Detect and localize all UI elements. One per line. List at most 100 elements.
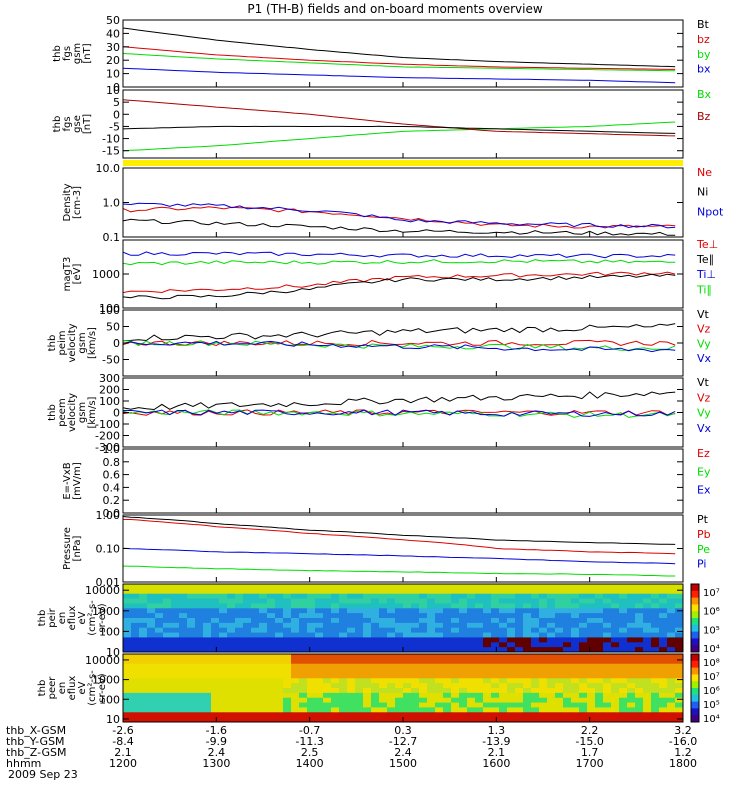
spectrogram-cell (635, 647, 644, 653)
spectrogram-cell (291, 642, 300, 648)
spectrogram-cell (411, 627, 420, 633)
spectrogram-cell (443, 702, 452, 708)
spectrogram-cell (219, 654, 228, 660)
spectrogram-cell (627, 627, 636, 633)
spectrogram-cell (443, 642, 452, 648)
spectrogram-cell (291, 697, 300, 703)
spectrogram-cell (339, 622, 348, 629)
spectrogram-cell (307, 692, 316, 699)
spectrogram-cell (227, 707, 236, 713)
spectrogram-cell (283, 668, 292, 674)
spectrogram-cell (147, 702, 156, 708)
spectrogram-cell (507, 588, 516, 595)
spectrogram-cell (283, 608, 292, 614)
spectrogram-cell (155, 593, 164, 599)
spectrogram-cell (467, 673, 476, 679)
spectrogram-cell (171, 658, 180, 665)
spectrogram-cell (515, 683, 524, 689)
spectrogram-cell (123, 598, 132, 604)
spectrogram-cell (523, 654, 532, 660)
spectrogram-cell (435, 588, 444, 595)
spectrogram-cell (667, 697, 676, 703)
spectrogram-cell (651, 622, 660, 629)
y-tick-label: 1.0 (103, 443, 121, 456)
spectrogram-cell (403, 697, 412, 703)
spectrogram-cell (651, 598, 660, 604)
spectrogram-cell (131, 697, 140, 703)
figure-title: P1 (TH-B) fields and on-board moments ov… (247, 2, 543, 16)
spectrogram-cell (667, 702, 676, 708)
spectrogram-cell (235, 647, 244, 653)
spectrogram-cell (131, 637, 140, 643)
spectrogram-cell (475, 647, 484, 653)
spectrogram-cell (563, 622, 572, 629)
spectrogram-cell (483, 608, 492, 614)
spectrogram-cell (667, 632, 676, 638)
spectrogram-cell (187, 627, 196, 633)
spectrogram-cell (603, 683, 612, 689)
spectrogram-cell (659, 588, 668, 595)
spectrogram-cell (667, 598, 676, 604)
spectrogram-cell (331, 622, 340, 629)
spectrogram-cell (395, 603, 404, 609)
spectrogram-cell (507, 697, 516, 703)
spectrogram-cell (499, 642, 508, 648)
spectrogram-cell (347, 668, 356, 674)
spectrogram-cell (347, 647, 356, 653)
series-line-p2-trace (122, 125, 676, 134)
spectrogram-cell (411, 692, 420, 699)
spectrogram-cell (427, 603, 436, 609)
legend-label: Ne (697, 166, 712, 179)
spectrogram-cell (251, 598, 260, 604)
spectrogram-cell (579, 717, 588, 723)
spectrogram-cell (523, 683, 532, 689)
y-axis-label: (cm²-s- (87, 670, 98, 706)
spectrogram-cell (235, 658, 244, 665)
spectrogram-cell (171, 627, 180, 633)
spectrogram-cell (427, 613, 436, 619)
spectrogram-cell (203, 702, 212, 708)
spectrogram-cell (427, 642, 436, 648)
spectrogram-cell (643, 717, 652, 723)
spectrogram-cell (403, 613, 412, 619)
spectrogram-cell (155, 603, 164, 609)
spectrogram-cell (475, 637, 484, 643)
spectrogram-cell (587, 613, 596, 619)
spectrogram-cell (539, 642, 548, 648)
spectrogram-cell (155, 598, 164, 604)
spectrogram-cell (579, 642, 588, 648)
spectrogram-cell (227, 712, 236, 718)
spectrogram-cell (179, 692, 188, 699)
spectrogram-cell (235, 593, 244, 599)
spectrogram-cell (523, 702, 532, 708)
spectrogram-cell (163, 654, 172, 660)
spectrogram-cell (467, 642, 476, 648)
spectrogram-cell (507, 593, 516, 599)
spectrogram-cell (547, 603, 556, 609)
spectrogram-cell (323, 702, 332, 708)
spectrogram-cell (571, 692, 580, 699)
spectrogram-cell (547, 618, 556, 624)
spectrogram-cell (203, 618, 212, 624)
spectrogram-cell (163, 588, 172, 595)
spectrogram-cell (267, 702, 276, 708)
spectrogram-cell (403, 603, 412, 609)
spectrogram-cell (163, 697, 172, 703)
spectrogram-cell (451, 598, 460, 604)
legend-label: Pe (697, 543, 710, 556)
spectrogram-cell (611, 668, 620, 674)
spectrogram-cell (379, 668, 388, 674)
spectrogram-cell (419, 618, 428, 624)
spectrogram-cell (171, 584, 180, 590)
spectrogram-cell (619, 678, 628, 684)
panel-frame (122, 19, 684, 88)
spectrogram-cell (483, 707, 492, 713)
spectrogram-cell (363, 673, 372, 679)
spectrogram-cell (451, 707, 460, 713)
spectrogram-cell (659, 593, 668, 599)
y-axis-label: thb (37, 610, 48, 627)
spectrogram-cell (395, 688, 404, 694)
spectrogram-cell (419, 678, 428, 684)
spectrogram-cell (619, 673, 628, 679)
spectrogram-cell (611, 712, 620, 718)
